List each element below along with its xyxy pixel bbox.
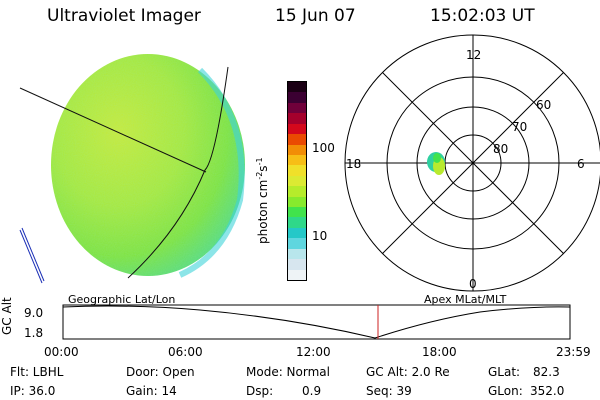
polar-label-80: 80	[493, 142, 509, 156]
colorbar-swatch	[288, 81, 306, 93]
colorbar-tick-100: 100	[312, 141, 335, 155]
coastline-blue-1	[19, 229, 43, 284]
info-glon-label: GLon:	[488, 384, 523, 398]
colorbar-tick-10: 10	[312, 229, 328, 243]
colorbar-swatch	[288, 227, 306, 239]
colorbar-swatch	[288, 259, 306, 270]
colorbar-swatch	[288, 238, 306, 249]
info-mode: Mode: Normal	[246, 365, 330, 379]
colorbar-swatch	[288, 165, 306, 176]
colorbar-swatch	[288, 269, 306, 280]
colorbar-swatch	[288, 186, 306, 197]
info-glat-value: 82.3	[533, 365, 560, 379]
timeline-left-title: Geographic Lat/Lon	[68, 293, 176, 306]
info-gc-alt: GC Alt: 2.0 Re	[366, 365, 450, 379]
disk-texture	[51, 54, 245, 276]
auroral-blob-core	[433, 153, 441, 163]
polar-label-6: 6	[577, 157, 585, 171]
timeline-tick-0000: 00:00	[44, 345, 79, 359]
colorbar-swatch	[288, 113, 306, 124]
timeline-right-title: Apex MLat/MLT	[424, 293, 507, 306]
timeline-ymin: 1.8	[24, 326, 44, 340]
meridian-arc	[127, 66, 229, 279]
colorbar-swatch	[288, 102, 306, 114]
colorbar-swatch	[288, 144, 306, 155]
colorbar-swatch	[288, 92, 306, 103]
terminator-line	[19, 87, 207, 173]
timeline-ymax: 9.0	[24, 306, 44, 320]
colorbar-swatch	[288, 217, 306, 228]
colorbar	[287, 81, 307, 281]
timeline-tick-1200: 12:00	[296, 345, 331, 359]
coastline-blue-2	[21, 227, 45, 282]
colorbar-swatch	[288, 196, 306, 208]
colorbar-swatch	[288, 248, 306, 260]
altitude-curve	[62, 305, 571, 339]
info-dsp-value: 0.9	[302, 384, 322, 398]
polar-diagonal-2	[382, 72, 564, 254]
info-dsp-label: Dsp:	[246, 384, 274, 398]
polar-label-70: 70	[512, 120, 528, 134]
header-time: 15:02:03 UT	[430, 6, 535, 26]
info-glon-value: 352.0	[530, 384, 565, 398]
info-glat-label: GLat:	[488, 365, 521, 379]
colorbar-swatch	[288, 154, 306, 166]
colorbar-swatch	[288, 175, 306, 187]
timeline-frame	[62, 304, 571, 340]
info-door: Door: Open	[126, 365, 195, 379]
polar-label-18: 18	[346, 157, 362, 171]
info-ip: IP: 36.0	[10, 384, 56, 398]
info-seq: Seq: 39	[366, 384, 412, 398]
polar-label-12: 12	[466, 48, 482, 62]
timeline-tick-2359: 23:59	[556, 345, 591, 359]
header-date: 15 Jun 07	[275, 6, 356, 26]
timeline-tick-0600: 06:00	[168, 345, 203, 359]
app-title: Ultraviolet Imager	[47, 6, 201, 26]
info-filter: Flt: LBHL	[10, 365, 64, 379]
colorbar-swatch	[288, 123, 306, 135]
colorbar-swatch	[288, 207, 306, 218]
colorbar-swatch	[288, 134, 306, 145]
polar-label-0: 0	[469, 277, 477, 291]
timeline-tick-1800: 18:00	[422, 345, 457, 359]
info-gain: Gain: 14	[126, 384, 177, 398]
polar-label-60: 60	[536, 98, 552, 112]
